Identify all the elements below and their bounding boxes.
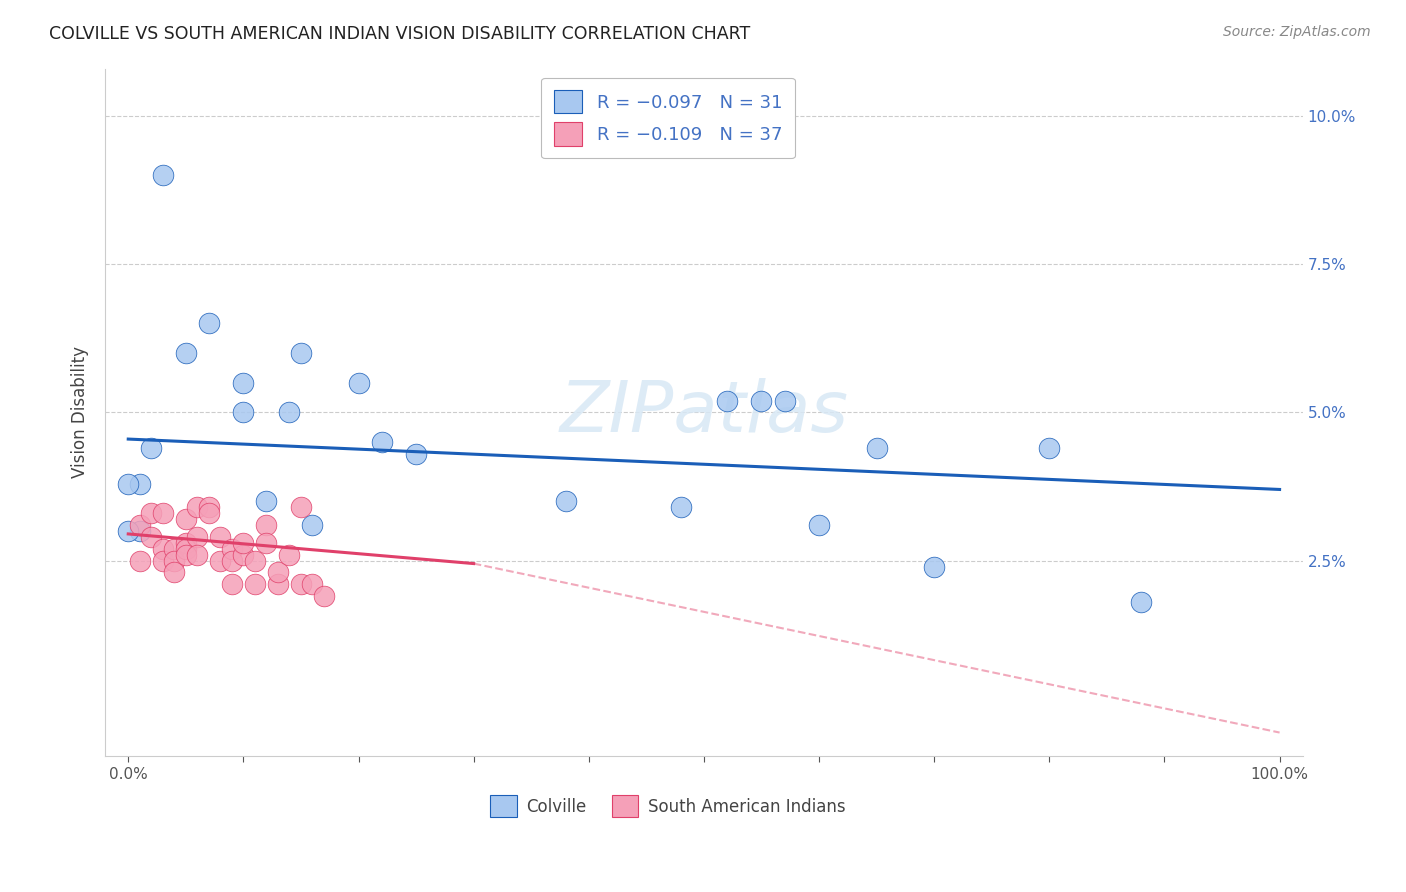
Point xyxy=(232,376,254,390)
Point xyxy=(267,566,290,580)
Point xyxy=(922,559,945,574)
Point xyxy=(669,500,692,515)
Point xyxy=(152,506,174,520)
Point xyxy=(141,441,163,455)
Point xyxy=(301,518,323,533)
Point xyxy=(128,518,150,533)
Point xyxy=(808,518,831,533)
Point xyxy=(128,524,150,538)
Point xyxy=(554,494,576,508)
Text: ZIPatlas: ZIPatlas xyxy=(560,378,848,447)
Point xyxy=(716,393,738,408)
Point xyxy=(198,317,221,331)
Point xyxy=(141,506,163,520)
Point xyxy=(267,577,290,591)
Point xyxy=(312,589,335,603)
Point xyxy=(198,506,221,520)
Y-axis label: Vision Disability: Vision Disability xyxy=(72,346,89,478)
Point xyxy=(370,435,392,450)
Legend: Colville, South American Indians: Colville, South American Indians xyxy=(484,789,853,823)
Text: Source: ZipAtlas.com: Source: ZipAtlas.com xyxy=(1223,25,1371,39)
Point xyxy=(152,553,174,567)
Point xyxy=(163,566,186,580)
Point xyxy=(163,553,186,567)
Point xyxy=(117,476,139,491)
Point xyxy=(198,500,221,515)
Point xyxy=(773,393,796,408)
Point xyxy=(221,541,243,556)
Point xyxy=(186,530,208,544)
Point xyxy=(243,577,266,591)
Point xyxy=(278,405,301,419)
Point xyxy=(865,441,887,455)
Point xyxy=(405,447,427,461)
Point xyxy=(751,393,773,408)
Point xyxy=(290,346,312,360)
Point xyxy=(141,530,163,544)
Point xyxy=(254,518,277,533)
Point xyxy=(152,541,174,556)
Point xyxy=(163,541,186,556)
Point xyxy=(254,494,277,508)
Point xyxy=(347,376,370,390)
Point xyxy=(186,500,208,515)
Point xyxy=(128,553,150,567)
Point xyxy=(209,530,232,544)
Point xyxy=(128,476,150,491)
Point xyxy=(221,577,243,591)
Point xyxy=(174,536,197,550)
Point xyxy=(174,346,197,360)
Text: COLVILLE VS SOUTH AMERICAN INDIAN VISION DISABILITY CORRELATION CHART: COLVILLE VS SOUTH AMERICAN INDIAN VISION… xyxy=(49,25,751,43)
Point xyxy=(232,536,254,550)
Point xyxy=(243,553,266,567)
Point xyxy=(174,512,197,526)
Point xyxy=(221,553,243,567)
Point xyxy=(232,405,254,419)
Point xyxy=(174,548,197,562)
Point xyxy=(1038,441,1060,455)
Point xyxy=(278,548,301,562)
Point xyxy=(152,168,174,182)
Point xyxy=(1130,595,1153,609)
Point xyxy=(174,541,197,556)
Point xyxy=(290,500,312,515)
Point xyxy=(290,577,312,591)
Point xyxy=(186,548,208,562)
Point xyxy=(254,536,277,550)
Point xyxy=(232,548,254,562)
Point xyxy=(209,553,232,567)
Point xyxy=(117,524,139,538)
Point xyxy=(301,577,323,591)
